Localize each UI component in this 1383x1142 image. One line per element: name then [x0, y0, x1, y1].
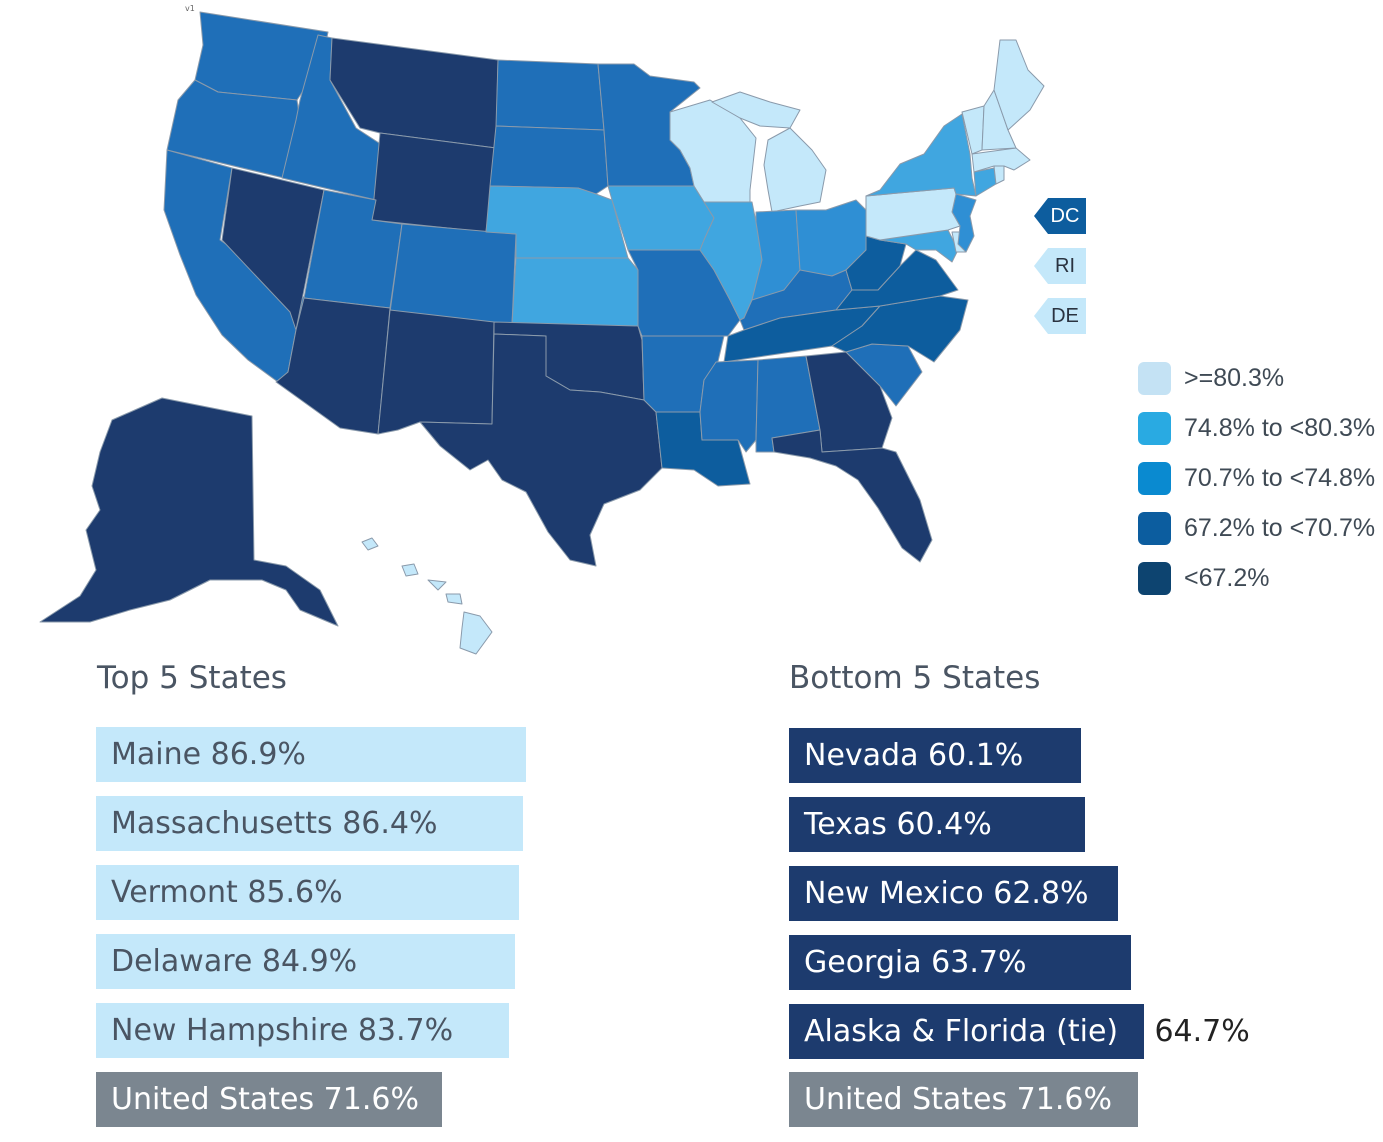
- state-colorado[interactable]: [389, 223, 517, 325]
- state-michigan-lp[interactable]: [763, 127, 827, 213]
- us-average-bar-left: United States 71.6%: [96, 1072, 442, 1127]
- top-state-bar: New Hampshire 83.7%: [96, 1003, 509, 1058]
- top-state-bar: Massachusetts 86.4%: [96, 796, 524, 851]
- state-alaska[interactable]: [39, 397, 339, 627]
- bottom-state-bar: Georgia 63.7%: [789, 935, 1131, 990]
- legend-swatch: [1138, 462, 1171, 495]
- state-north-dakota[interactable]: [495, 59, 605, 131]
- legend-swatch: [1138, 412, 1171, 445]
- legend-swatch: [1138, 512, 1171, 545]
- state-texas[interactable]: [419, 333, 663, 567]
- state-connecticut[interactable]: [973, 167, 997, 197]
- bottom-states-heading: Bottom 5 States: [789, 660, 1041, 696]
- callout-ri: RI: [1034, 248, 1086, 284]
- state-iowa[interactable]: [607, 185, 715, 251]
- legend-label: 67.2% to <70.7%: [1184, 514, 1376, 542]
- state-maryland[interactable]: [879, 229, 959, 263]
- state-maine[interactable]: [993, 39, 1045, 131]
- state-massachusetts[interactable]: [971, 147, 1031, 173]
- us-choropleth-map: [39, 11, 1045, 655]
- state-hawaii[interactable]: [361, 537, 493, 655]
- legend-label: >=80.3%: [1184, 364, 1285, 392]
- state-nevada[interactable]: [221, 167, 325, 331]
- callout-dc-label: DC: [1050, 205, 1080, 227]
- state-new-york[interactable]: [865, 113, 977, 197]
- legend-swatch: [1138, 362, 1171, 395]
- top-state-bar: Vermont 85.6%: [96, 865, 519, 920]
- state-mississippi[interactable]: [699, 359, 759, 453]
- callout-de-label: DE: [1051, 305, 1079, 327]
- top-state-bar: Delaware 84.9%: [96, 934, 516, 989]
- state-rhode-island[interactable]: [993, 165, 1005, 185]
- legend-swatch: [1138, 562, 1171, 595]
- top-state-bar: Maine 86.9%: [96, 727, 527, 782]
- bottom-state-bar: Nevada 60.1%: [789, 728, 1081, 783]
- state-florida[interactable]: [771, 429, 933, 563]
- state-kansas[interactable]: [511, 257, 639, 327]
- version-label: v1: [185, 4, 195, 13]
- state-new-mexico[interactable]: [377, 309, 495, 435]
- bottom-state-suffix: 64.7%: [1154, 1014, 1250, 1049]
- state-michigan-up[interactable]: [711, 91, 801, 129]
- top-states-heading: Top 5 States: [97, 660, 287, 696]
- callout-ri-label: RI: [1055, 255, 1075, 277]
- legend-label: 70.7% to <74.8%: [1184, 464, 1376, 492]
- state-new-hampshire[interactable]: [981, 89, 1017, 151]
- state-wyoming[interactable]: [371, 132, 497, 233]
- bottom-state-bar: Alaska & Florida (tie): [789, 1004, 1145, 1059]
- bottom-state-bar: Texas 60.4%: [789, 797, 1086, 852]
- legend-label: <67.2%: [1184, 564, 1270, 592]
- state-south-dakota[interactable]: [489, 125, 609, 195]
- bottom-state-bar: New Mexico 62.8%: [789, 866, 1119, 921]
- callout-dc: DC: [1034, 198, 1086, 234]
- callout-de: DE: [1034, 298, 1086, 334]
- legend-label: 74.8% to <80.3%: [1184, 414, 1376, 442]
- us-average-bar-right: United States 71.6%: [789, 1072, 1138, 1127]
